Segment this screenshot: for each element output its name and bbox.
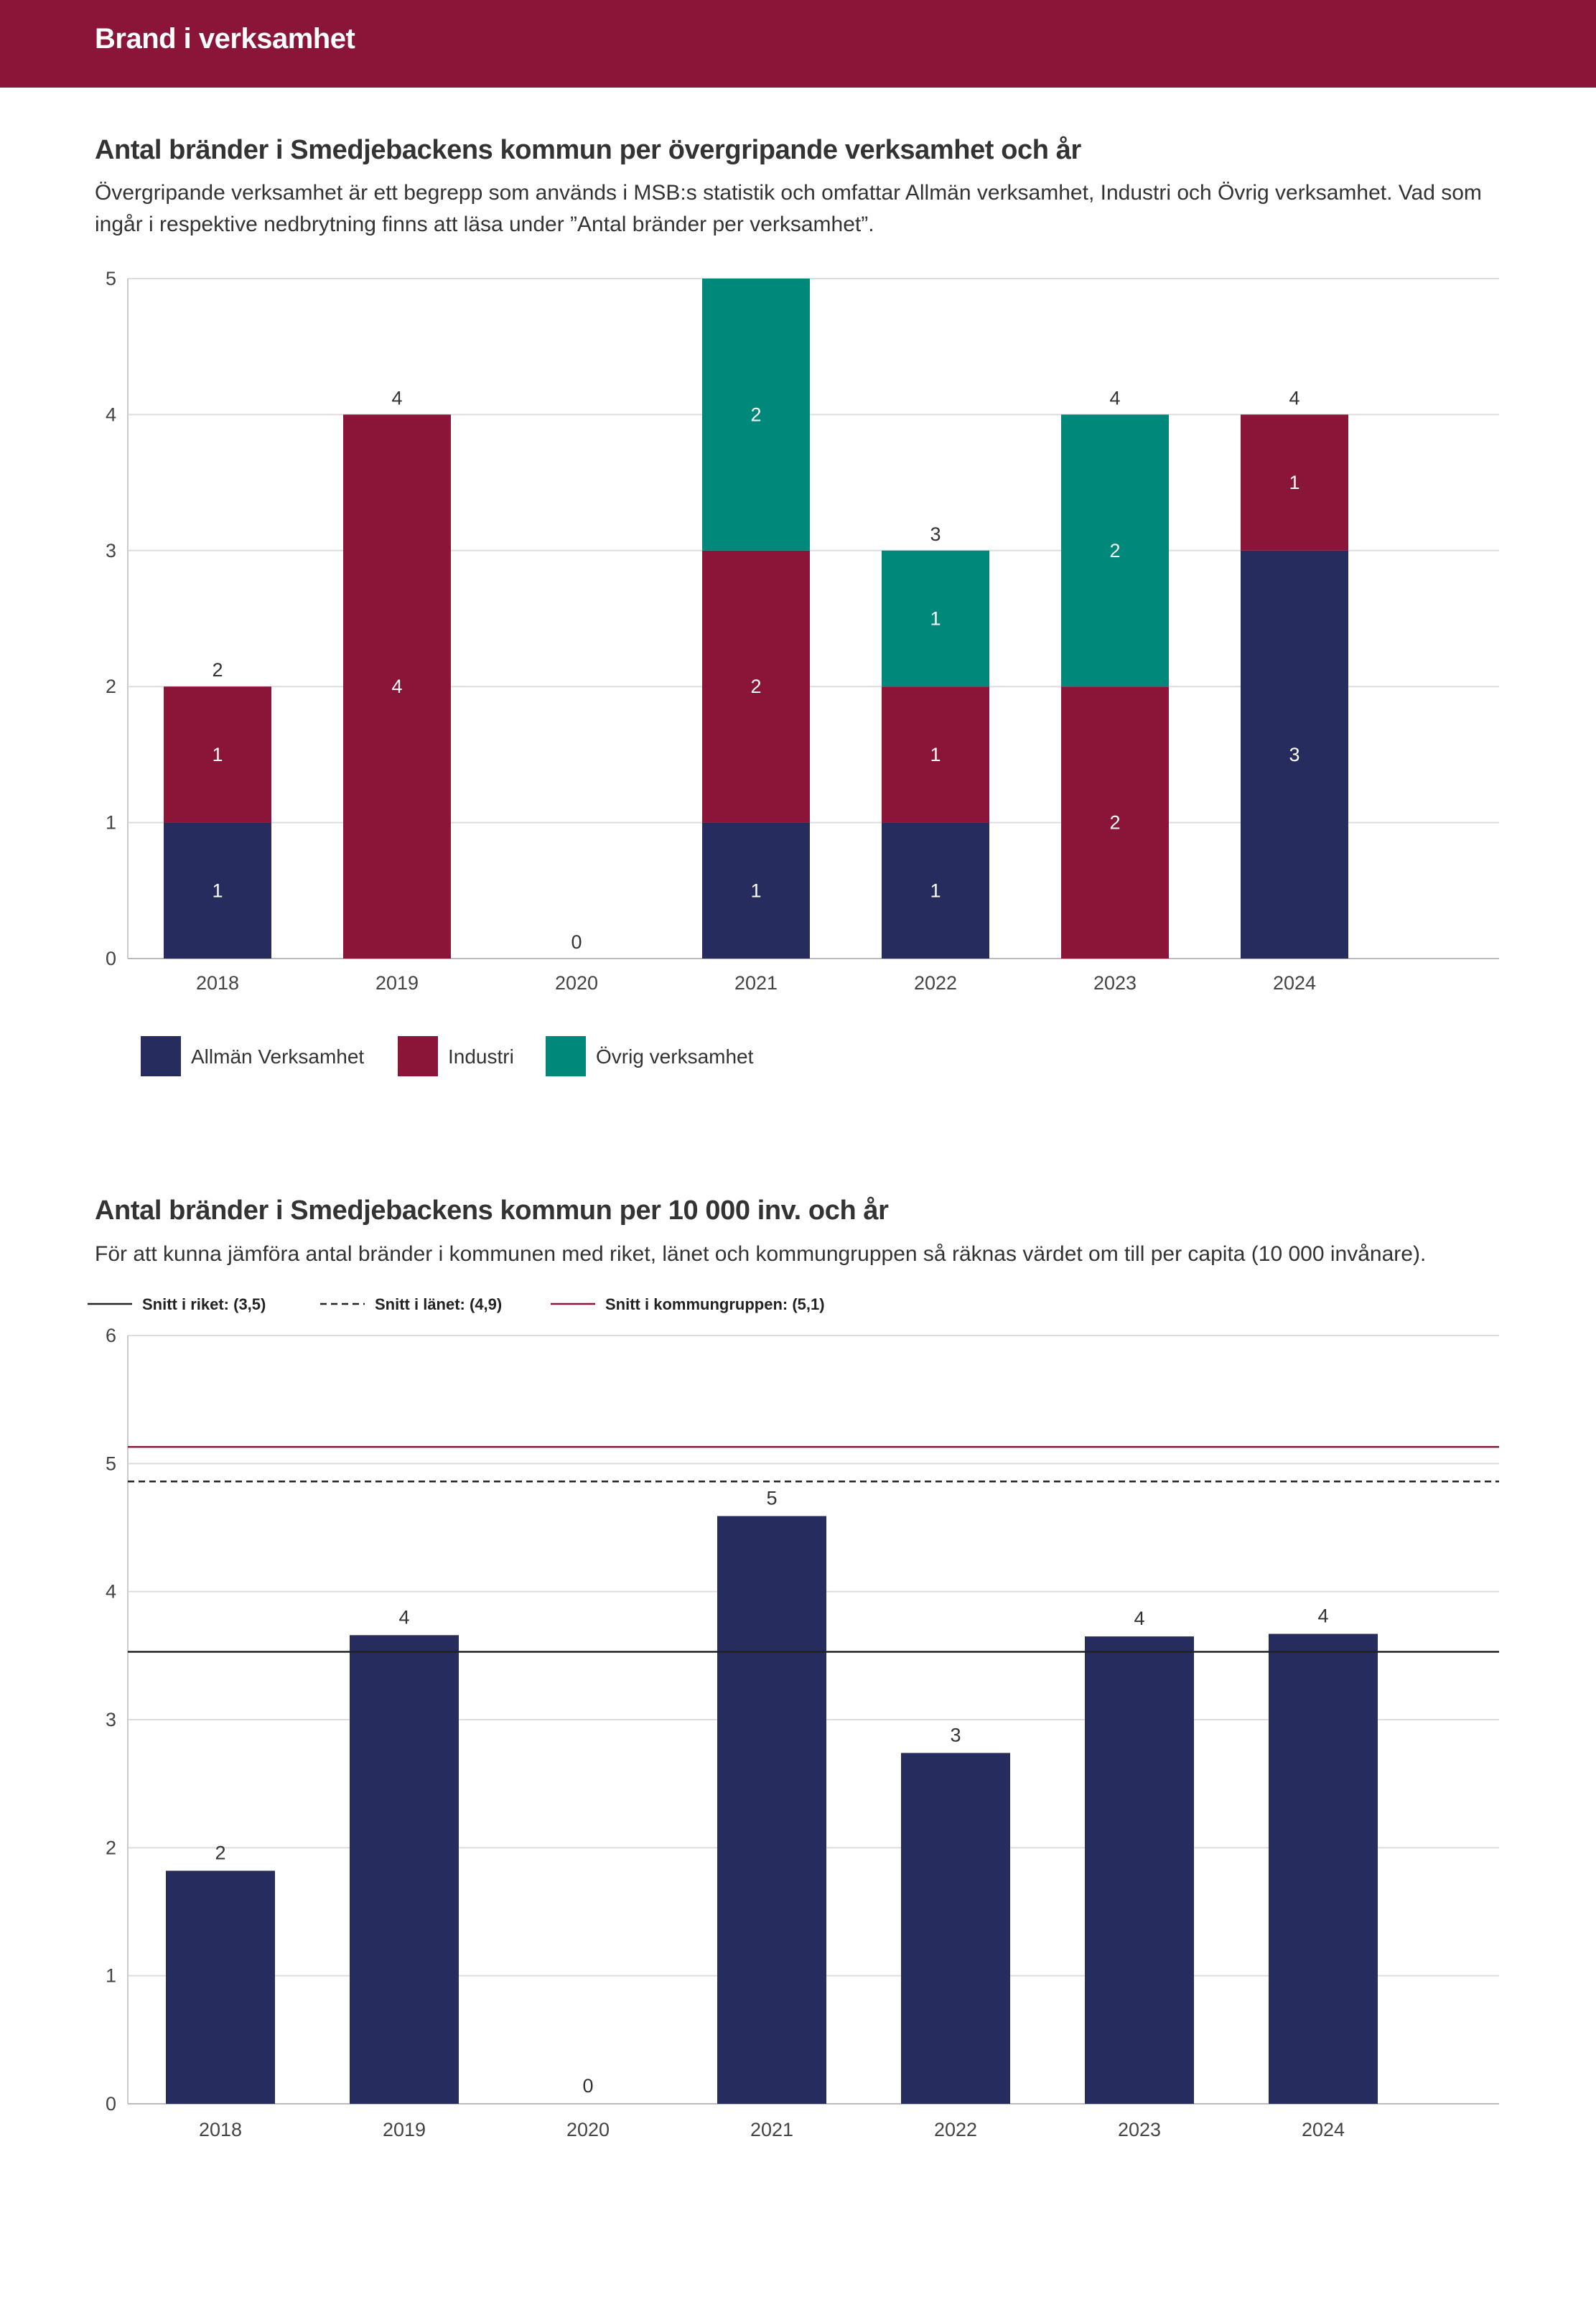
bar-segment — [882, 686, 989, 823]
bar — [1085, 1636, 1194, 2104]
bar-value-label: 2 — [215, 1842, 225, 1863]
x-tick-label: 2022 — [934, 2119, 977, 2140]
chart1-description: Övergripande verksamhet är ett begrepp s… — [95, 181, 1482, 236]
x-tick-label: 2019 — [375, 972, 419, 994]
segment-value-label: 1 — [1289, 472, 1299, 493]
legend-label: Övrig verksamhet — [596, 1045, 754, 1068]
bar — [901, 1753, 1010, 2104]
bar-segment — [702, 822, 810, 959]
y-tick-label: 1 — [106, 1965, 116, 1987]
segment-value-label: 4 — [391, 676, 402, 697]
x-tick-label: 2021 — [734, 972, 778, 994]
bar-value-label: 5 — [766, 1487, 777, 1509]
x-tick-label: 2024 — [1273, 972, 1316, 994]
bar-segment — [702, 279, 810, 551]
bar-segment — [702, 550, 810, 823]
x-tick-label: 2022 — [914, 972, 957, 994]
reference-legend-label: Snitt i länet: (4,9) — [375, 1295, 502, 1313]
page-header: Brand i verksamhet — [0, 0, 1596, 88]
x-tick-label: 2021 — [750, 2119, 793, 2140]
bar — [1269, 1633, 1378, 2104]
x-tick-label: 2020 — [555, 972, 598, 994]
total-value-label: 4 — [1289, 387, 1299, 409]
segment-value-label: 1 — [212, 744, 223, 765]
bar — [166, 1870, 275, 2104]
bar-segment — [343, 414, 451, 959]
segment-value-label: 3 — [1289, 744, 1299, 765]
total-value-label: 0 — [571, 931, 582, 953]
y-tick-label: 1 — [106, 812, 116, 834]
bar-segment — [882, 550, 989, 687]
x-tick-label: 2024 — [1302, 2119, 1345, 2140]
bar-value-label: 4 — [398, 1606, 409, 1628]
bar-segment — [164, 822, 271, 959]
segment-value-label: 1 — [750, 880, 761, 901]
bar-segment — [882, 822, 989, 959]
bar-segment — [1061, 414, 1169, 687]
y-tick-label: 3 — [106, 1709, 116, 1730]
total-value-label: 2 — [212, 659, 223, 681]
x-tick-label: 2023 — [1118, 2119, 1161, 2140]
segment-value-label: 2 — [750, 404, 761, 425]
x-tick-label: 2023 — [1093, 972, 1137, 994]
bar-value-label: 4 — [1317, 1605, 1328, 1627]
total-value-label: 3 — [930, 523, 941, 545]
bar-segment — [1241, 414, 1348, 551]
x-tick-label: 2018 — [199, 2119, 242, 2140]
legend-swatch — [141, 1036, 181, 1076]
y-tick-label: 0 — [106, 948, 116, 969]
segment-value-label: 2 — [1109, 812, 1120, 834]
segment-value-label: 1 — [212, 880, 223, 901]
bar — [717, 1516, 826, 2104]
x-tick-label: 2020 — [566, 2119, 610, 2140]
total-value-label: 4 — [1109, 387, 1120, 409]
legend-label: Allmän Verksamhet — [191, 1045, 364, 1068]
bar-segment — [1241, 550, 1348, 959]
reference-legend-label: Snitt i riket: (3,5) — [142, 1295, 266, 1313]
bar-value-label: 0 — [582, 2075, 593, 2097]
legend-swatch — [546, 1036, 586, 1076]
segment-value-label: 1 — [930, 744, 941, 765]
per-capita-bar-chart: 0 1 2 3 4 5 6 2 2018 4 2019 0 2020 5 2021 3 2022 4 2023 4 20… — [88, 1295, 1499, 2140]
y-tick-label: 4 — [106, 1581, 116, 1603]
legend-swatch — [398, 1036, 438, 1076]
bar-segment — [164, 686, 271, 823]
segment-value-label: 2 — [750, 676, 761, 697]
y-tick-label: 0 — [106, 2093, 116, 2115]
segment-value-label: 2 — [1109, 540, 1120, 561]
y-tick-label: 6 — [106, 1325, 116, 1346]
chart2-description: För att kunna jämföra antal bränder i ko… — [95, 1242, 1427, 1266]
bar-segment — [1061, 686, 1169, 959]
page-title: Brand i verksamhet — [95, 23, 355, 55]
bar — [350, 1635, 459, 2104]
bar-value-label: 3 — [950, 1724, 961, 1746]
stacked-bar-chart: 0 1 2 3 4 5 1 1 2 2018 4 4 2019 0 2020 1 2 2 2021 1 1 1 3 2022 2… — [106, 268, 1499, 1076]
chart2-title: Antal bränder i Smedjebackens kommun per… — [95, 1196, 889, 1226]
y-tick-label: 5 — [106, 268, 116, 289]
legend-label: Industri — [448, 1045, 514, 1068]
total-value-label: 4 — [391, 387, 402, 409]
x-tick-label: 2018 — [196, 972, 239, 994]
y-tick-label: 2 — [106, 676, 116, 697]
x-tick-label: 2019 — [383, 2119, 426, 2140]
y-tick-label: 2 — [106, 1837, 116, 1858]
chart1-title: Antal bränder i Smedjebackens kommun per… — [95, 135, 1081, 165]
bar-value-label: 4 — [1134, 1608, 1144, 1629]
y-tick-label: 4 — [106, 404, 116, 425]
segment-value-label: 1 — [930, 608, 941, 630]
y-tick-label: 5 — [106, 1453, 116, 1474]
segment-value-label: 1 — [930, 880, 941, 901]
reference-legend-label: Snitt i kommungruppen: (5,1) — [605, 1295, 825, 1313]
y-tick-label: 3 — [106, 540, 116, 561]
